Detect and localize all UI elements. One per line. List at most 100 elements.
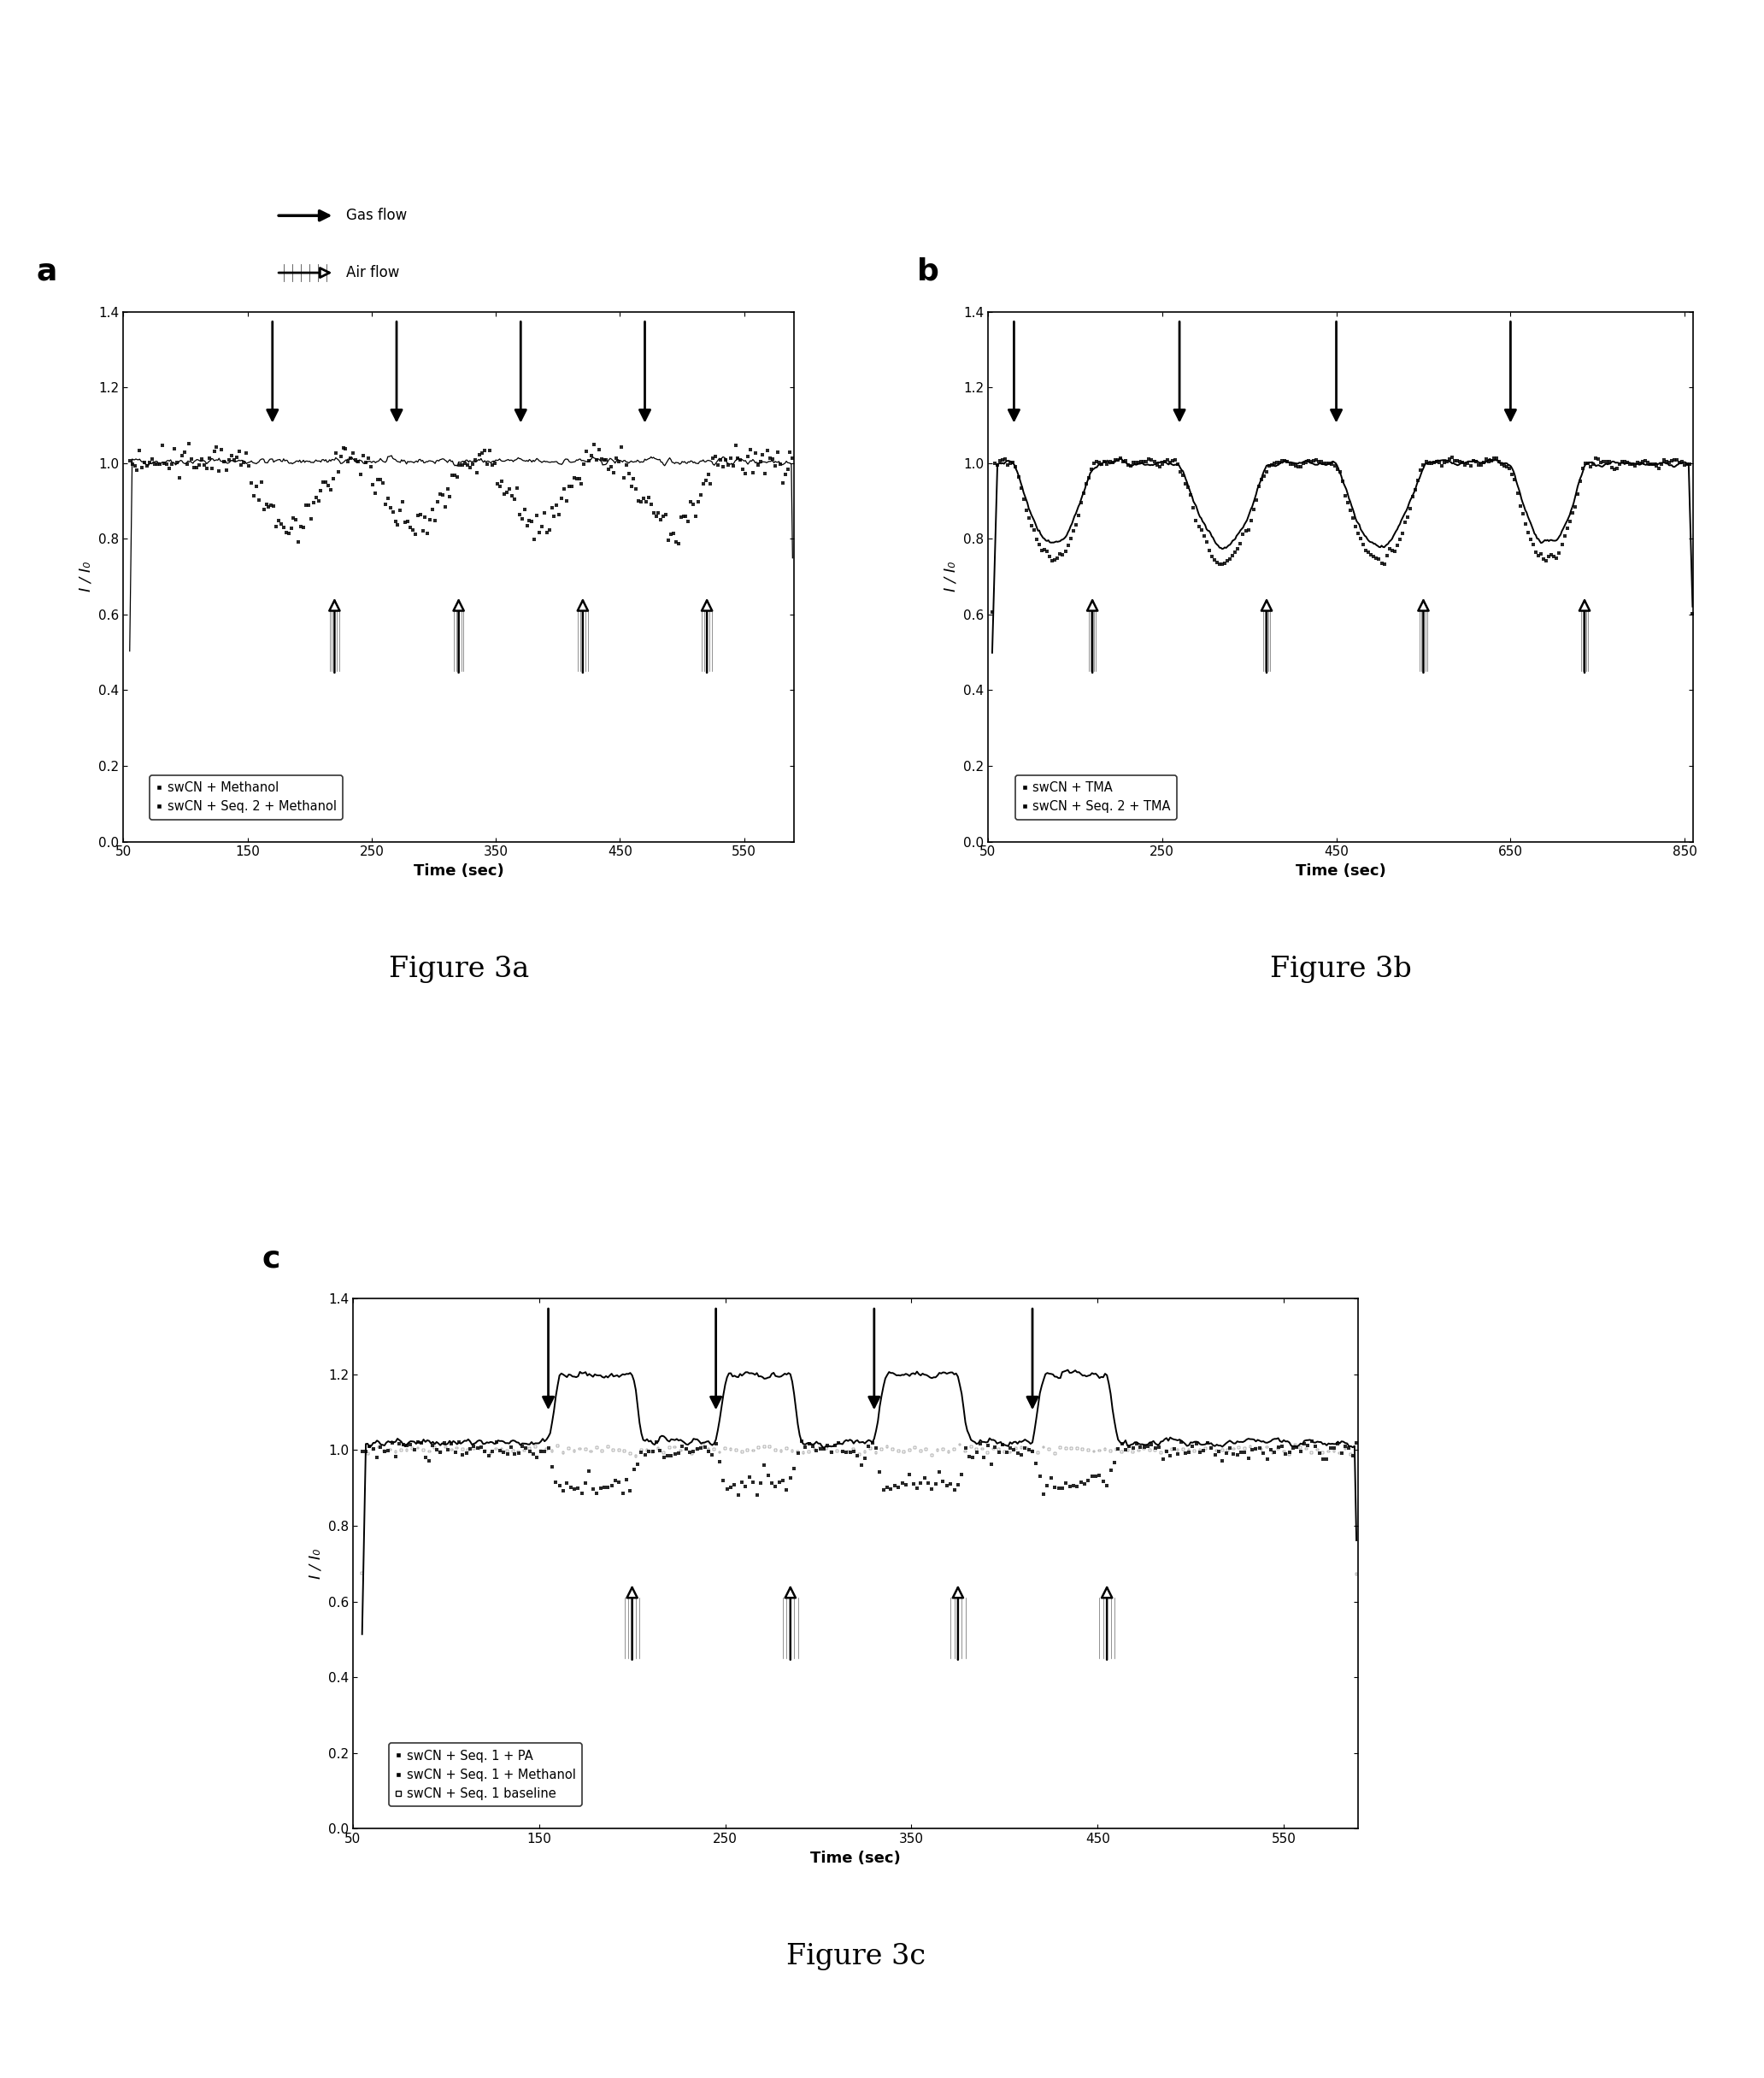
Point — [483, 468, 512, 501]
Point — [1660, 443, 1688, 476]
Point — [706, 1436, 734, 1469]
Point — [400, 1434, 429, 1467]
Point — [944, 1469, 972, 1502]
Point — [1653, 445, 1681, 478]
Point — [988, 443, 1016, 476]
Point — [1265, 1430, 1293, 1463]
Point — [856, 1432, 884, 1465]
Point — [1339, 1440, 1367, 1473]
Point — [400, 517, 429, 551]
Point — [505, 1434, 533, 1467]
Point — [1000, 1434, 1028, 1467]
Point — [993, 1436, 1021, 1469]
Point — [697, 468, 725, 501]
Point — [956, 1430, 984, 1463]
Point — [1170, 459, 1198, 492]
Point — [654, 524, 683, 557]
Point — [769, 465, 797, 499]
Point — [1387, 524, 1415, 557]
Point — [1185, 509, 1214, 542]
Point — [702, 441, 730, 474]
Point — [520, 524, 549, 557]
Point — [1330, 480, 1358, 513]
Point — [1228, 1436, 1256, 1469]
Point — [1259, 447, 1288, 480]
Point — [873, 1430, 901, 1463]
Y-axis label: I / I₀: I / I₀ — [942, 561, 958, 592]
Point — [187, 443, 215, 476]
Point — [1312, 447, 1341, 480]
Point — [612, 449, 640, 482]
Point — [850, 1442, 878, 1475]
Point — [1501, 463, 1529, 497]
Point — [1381, 534, 1409, 567]
Point — [185, 449, 213, 482]
Point — [1138, 443, 1166, 476]
Point — [711, 1432, 739, 1465]
Point — [845, 1438, 873, 1471]
Point — [662, 526, 690, 559]
Point — [415, 1444, 443, 1477]
Point — [1519, 528, 1547, 561]
Point — [485, 1434, 513, 1467]
Point — [1517, 524, 1545, 557]
Point — [351, 1436, 379, 1469]
Text: b: b — [917, 258, 940, 287]
Point — [1552, 511, 1581, 544]
Point — [587, 443, 616, 476]
Point — [1512, 507, 1540, 540]
Point — [1674, 447, 1702, 480]
Point — [1415, 447, 1443, 480]
Point — [1441, 445, 1469, 478]
Point — [1185, 1436, 1214, 1469]
Point — [515, 1434, 543, 1467]
Point — [1177, 478, 1205, 511]
Point — [1480, 443, 1508, 476]
Point — [1305, 445, 1334, 478]
Point — [1164, 447, 1192, 480]
Point — [1247, 1432, 1275, 1465]
Point — [690, 468, 718, 501]
Point — [1214, 1434, 1242, 1467]
Point — [288, 511, 316, 544]
Point — [1524, 538, 1552, 571]
Point — [679, 488, 707, 522]
Point — [519, 1438, 547, 1471]
Point — [683, 1434, 711, 1467]
Point — [1111, 1434, 1140, 1467]
Point — [1291, 1432, 1319, 1465]
Point — [1644, 451, 1672, 484]
Point — [729, 453, 757, 486]
Point — [1378, 534, 1406, 567]
Point — [704, 449, 732, 482]
Point — [183, 451, 212, 484]
Point — [1577, 451, 1605, 484]
Point — [760, 449, 789, 482]
Point — [1115, 1430, 1143, 1463]
Point — [1676, 447, 1704, 480]
Point — [242, 470, 270, 503]
Point — [1538, 538, 1566, 571]
Point — [667, 501, 695, 534]
Point — [646, 1434, 674, 1467]
Point — [810, 1432, 838, 1465]
Point — [1491, 449, 1519, 482]
Point — [725, 1477, 753, 1511]
Point — [672, 501, 700, 534]
Point — [1397, 492, 1425, 526]
Point — [792, 1430, 820, 1463]
Point — [1064, 1432, 1092, 1465]
Point — [1295, 1430, 1323, 1463]
Point — [1094, 1469, 1122, 1502]
Point — [843, 1440, 871, 1473]
Point — [1388, 517, 1416, 551]
Point — [480, 447, 508, 480]
Point — [427, 1436, 455, 1469]
Point — [561, 1434, 589, 1467]
Point — [709, 449, 737, 482]
Point — [482, 1432, 510, 1465]
Point — [1506, 488, 1535, 522]
Point — [979, 1432, 1007, 1465]
Point — [1088, 447, 1117, 480]
Point — [557, 1471, 586, 1504]
